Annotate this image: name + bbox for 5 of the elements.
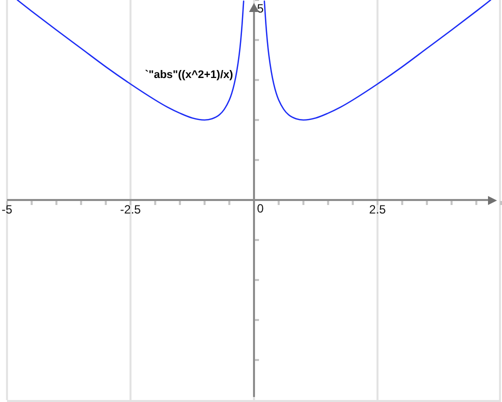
- x-tick-label: -5: [2, 202, 13, 216]
- series-label: `"abs"((x^2+1)/x): [144, 69, 234, 82]
- x-tick-label: -2.5: [120, 202, 142, 216]
- x-tick-label: 2.5: [369, 202, 386, 216]
- y-tick-label: 0: [257, 201, 264, 216]
